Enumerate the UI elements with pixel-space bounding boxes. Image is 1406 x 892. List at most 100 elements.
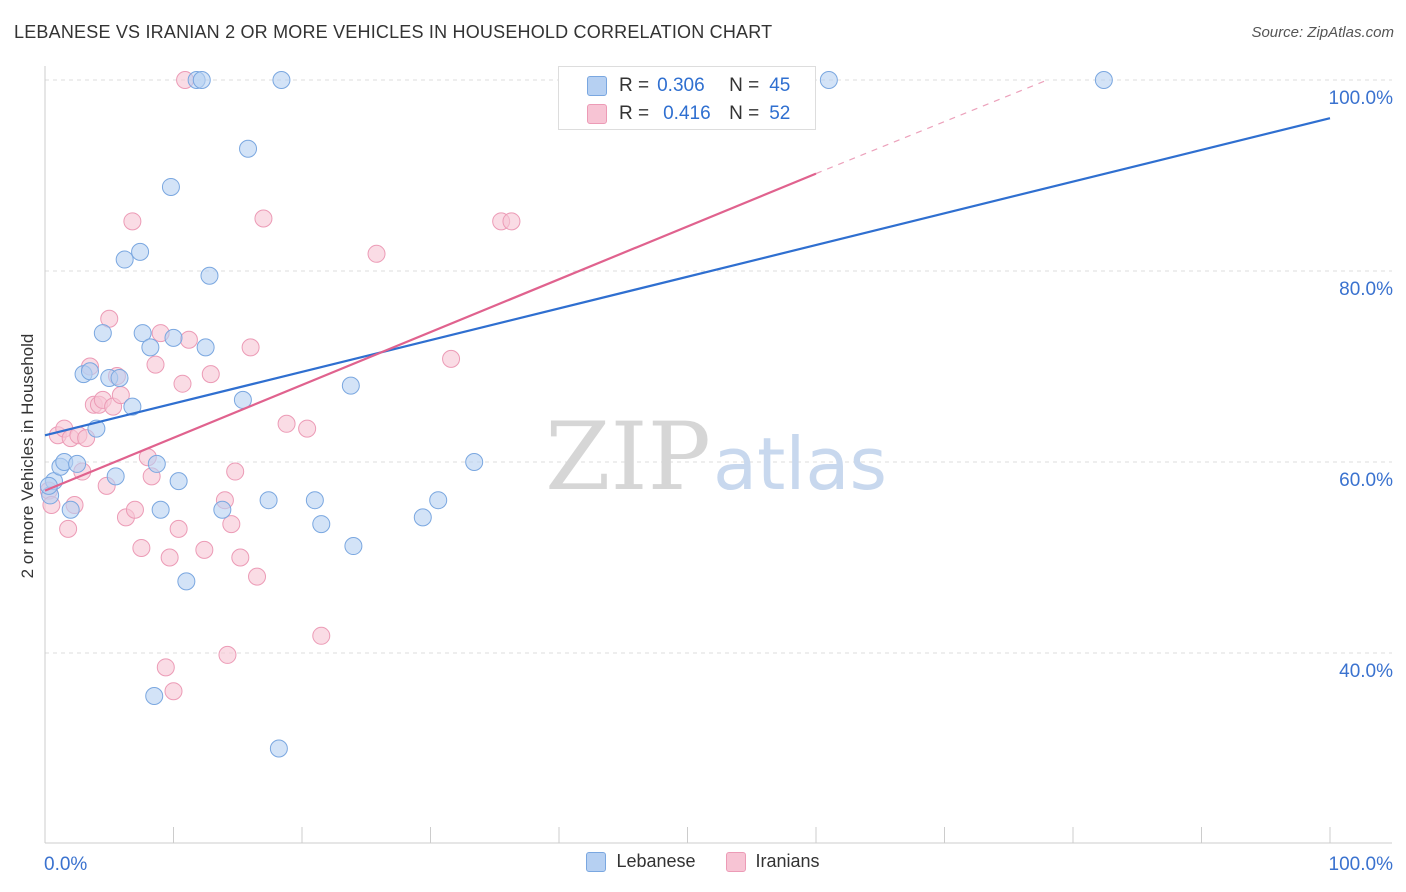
- lebanese-point-34: [272, 71, 291, 89]
- tick-labels: 40.0% 60.0% 80.0% 100.0% 0.0% 100.0%: [44, 88, 1393, 875]
- iranians-point-39: [226, 462, 245, 481]
- iranians-point-45: [298, 419, 317, 438]
- iranians-point-43: [254, 209, 273, 228]
- lebanese-point-20: [151, 500, 170, 519]
- lebanese-point-32: [259, 491, 278, 510]
- iranians-point-34: [195, 540, 214, 559]
- series-lebanese: [39, 71, 1113, 758]
- iranians-swatch: [587, 104, 607, 124]
- lebanese-point-27: [196, 338, 215, 357]
- iranians-point-42: [248, 567, 267, 586]
- legend-swatch-iranians: [725, 851, 746, 872]
- iranians-point-21: [125, 500, 144, 519]
- lebanese-point-19: [147, 454, 166, 473]
- watermark-zip: ZIP: [545, 403, 711, 512]
- lebanese-point-17: [141, 338, 160, 357]
- iranians-r-value: 0.416: [663, 103, 711, 124]
- lebanese-n-label: N =: [729, 75, 760, 96]
- lebanese-point-23: [169, 472, 188, 491]
- iranians-point-29: [164, 682, 183, 701]
- lebanese-point-35: [305, 491, 324, 510]
- lebanese-point-7: [80, 362, 99, 381]
- lebanese-point-42: [819, 71, 838, 89]
- lebanese-point-36: [312, 515, 331, 534]
- stats-row-iranians: R = 0.416 N = 52: [587, 103, 790, 125]
- series-legend: Lebanese Iranians: [0, 851, 1406, 872]
- lebanese-point-9: [93, 324, 112, 343]
- lebanese-point-5: [68, 454, 87, 473]
- lebanese-point-21: [161, 177, 180, 196]
- iranians-point-31: [173, 374, 192, 393]
- iranians-point-50: [502, 212, 521, 231]
- lebanese-point-22: [164, 328, 183, 347]
- lebanese-point-14: [123, 397, 142, 416]
- lebanese-point-11: [106, 467, 125, 486]
- lebanese-r-label: R =: [619, 75, 650, 96]
- lebanese-point-18: [145, 686, 164, 705]
- iranians-point-44: [277, 414, 296, 433]
- lebanese-point-37: [341, 376, 360, 395]
- iranians-point-28: [160, 548, 179, 567]
- trend-lines: [44, 79, 1331, 492]
- lebanese-point-33: [269, 739, 288, 758]
- lebanese-point-15: [131, 242, 150, 261]
- iranians-point-46: [312, 626, 331, 645]
- iranians-point-4: [59, 519, 78, 538]
- lebanese-point-26: [192, 71, 211, 89]
- lebanese-swatch: [587, 76, 607, 96]
- lebanese-point-40: [429, 491, 448, 510]
- x-tick-label-0: 0.0%: [44, 854, 87, 875]
- y-tick-label-80: 80.0%: [1339, 279, 1393, 300]
- chart-source: Source: ZipAtlas.com: [1251, 24, 1394, 41]
- lebanese-point-38: [344, 537, 363, 556]
- iranians-point-33: [179, 330, 198, 349]
- lebanese-point-24: [177, 572, 196, 591]
- iranians-trend-extension: [815, 79, 1048, 175]
- legend-label-lebanese: Lebanese: [616, 851, 696, 871]
- iranians-point-20: [123, 212, 142, 231]
- lebanese-point-16: [133, 324, 152, 343]
- lebanese-point-12: [110, 368, 129, 387]
- legend-item-lebanese[interactable]: Lebanese: [586, 851, 696, 872]
- lebanese-point-43: [1094, 71, 1113, 89]
- iranians-point-47: [367, 244, 386, 263]
- iranians-point-22: [132, 538, 151, 557]
- y-axis-label: 2 or more Vehicles in Household: [18, 333, 37, 579]
- lebanese-point-29: [213, 500, 232, 519]
- lebanese-point-31: [239, 139, 258, 158]
- lebanese-point-28: [200, 266, 219, 285]
- lebanese-point-39: [413, 508, 432, 527]
- legend-label-iranians: Iranians: [755, 851, 820, 871]
- grid-lines: [45, 79, 1392, 654]
- iranians-point-27: [156, 658, 175, 677]
- lebanese-trend-line: [44, 117, 1331, 437]
- iranians-r-label: R =: [619, 103, 650, 124]
- iranians-trend-line: [44, 172, 817, 492]
- legend-item-iranians[interactable]: Iranians: [725, 851, 820, 872]
- iranians-point-37: [218, 645, 237, 664]
- series-iranians: [39, 71, 723, 701]
- lebanese-n-value: 45: [769, 75, 791, 96]
- iranians-n-value: 52: [769, 103, 791, 124]
- iranians-point-40: [231, 548, 250, 567]
- iranians-point-35: [201, 365, 220, 384]
- axes: [44, 66, 1392, 844]
- lebanese-r-value: 0.306: [657, 75, 705, 96]
- iranians-point-38: [222, 515, 241, 534]
- lebanese-point-13: [115, 250, 134, 269]
- lebanese-point-41: [465, 453, 484, 471]
- chart-title: LEBANESE VS IRANIAN 2 OR MORE VEHICLES I…: [14, 22, 773, 42]
- iranians-point-48: [442, 349, 461, 368]
- iranians-point-25: [146, 355, 165, 374]
- watermark: ZIP atlas: [545, 403, 887, 512]
- lebanese-point-4: [61, 500, 80, 519]
- watermark-atlas: atlas: [713, 422, 887, 506]
- iranians-n-label: N =: [729, 103, 760, 124]
- y-tick-label-100: 100.0%: [1329, 88, 1394, 109]
- stats-legend: R = 0.306 N = 45 R = 0.416 N = 52: [558, 66, 816, 130]
- y-tick-label-60: 60.0%: [1339, 470, 1393, 491]
- legend-swatch-lebanese: [586, 851, 607, 872]
- iranians-point-30: [169, 519, 188, 538]
- iranians-point-41: [241, 338, 260, 357]
